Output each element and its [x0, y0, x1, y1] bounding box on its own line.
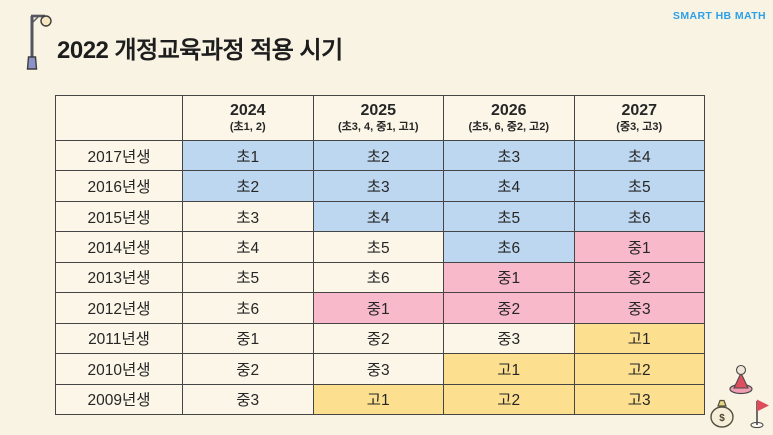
table-row: 2010년생 중2 중3 고1 고2 — [55, 353, 705, 385]
grade-cell: 초5 — [312, 231, 444, 263]
birth-year-label: 2010년생 — [55, 353, 183, 385]
table-row: 2011년생 중1 중2 중3 고1 — [55, 322, 705, 355]
birth-year-label: 2012년생 — [55, 292, 183, 324]
curriculum-table: 2024 (초1, 2) 2025 (초3, 4, 중1, 고1) 2026 (… — [55, 95, 705, 415]
grade-cell: 초5 — [443, 200, 575, 233]
column-year: 2025 — [360, 102, 397, 120]
table-row: 2012년생 초6 중1 중2 중3 — [55, 292, 705, 324]
money-bag-icon: $ — [710, 399, 734, 428]
grade-cell: 초3 — [182, 200, 314, 233]
table-row: 2009년생 중3 고1 고2 고3 — [55, 383, 705, 415]
corner-cell — [55, 95, 183, 141]
grade-cell: 중2 — [182, 353, 314, 385]
grade-cell: 초6 — [312, 261, 444, 294]
grade-cell: 초6 — [573, 200, 705, 233]
brand-logo: SMART HB MATH — [672, 10, 766, 22]
table-row: 2015년생 초3 초4 초5 초6 — [55, 200, 705, 233]
street-lamp-icon — [26, 14, 52, 70]
table-body: 2017년생 초1 초2 초3 초4 2016년생 초2 초3 초4 초5 2015년생 초3 초4 초5… — [55, 139, 705, 415]
grade-cell: 중2 — [573, 261, 705, 294]
grade-cell: 초2 — [182, 170, 314, 202]
grade-cell: 중3 — [573, 292, 705, 324]
birth-year-label: 2011년생 — [55, 322, 183, 355]
person-on-disc-icon — [729, 364, 753, 395]
table-row: 2013년생 초5 초6 중1 중2 — [55, 261, 705, 294]
birth-year-label: 2014년생 — [55, 231, 183, 263]
grade-cell: 중1 — [573, 231, 705, 263]
flag-icon — [750, 399, 769, 429]
grade-cell: 중3 — [312, 353, 444, 385]
grade-cell: 초4 — [312, 200, 444, 233]
grade-cell: 중1 — [182, 322, 314, 355]
grade-cell: 초5 — [573, 170, 705, 202]
grade-cell: 고1 — [312, 383, 444, 415]
grade-cell: 초3 — [443, 139, 575, 172]
column-header-2025: 2025 (초3, 4, 중1, 고1) — [312, 95, 444, 141]
grade-cell: 고1 — [443, 353, 575, 385]
birth-year-label: 2016년생 — [55, 170, 183, 202]
column-grades: (초5, 6, 중2, 고2) — [468, 120, 550, 133]
grade-cell: 고2 — [443, 383, 575, 415]
birth-year-label: 2009년생 — [55, 383, 183, 415]
table-row: 2014년생 초4 초5 초6 중1 — [55, 231, 705, 263]
grade-cell: 초1 — [182, 139, 314, 172]
grade-cell: 중3 — [443, 322, 575, 355]
grade-cell: 초4 — [573, 139, 705, 172]
grade-cell: 초6 — [182, 292, 314, 324]
column-grades: (중3, 고3) — [616, 120, 663, 133]
header-row: 2024 (초1, 2) 2025 (초3, 4, 중1, 고1) 2026 (… — [55, 95, 705, 141]
grade-cell: 중2 — [312, 322, 444, 355]
column-grades: (초3, 4, 중1, 고1) — [338, 120, 419, 133]
grade-cell: 초4 — [443, 170, 575, 202]
column-year: 2026 — [490, 102, 527, 120]
page-title: 2022 개정교육과정 적용 시기 — [57, 37, 343, 64]
grade-cell: 초5 — [182, 261, 314, 294]
grade-cell: 고2 — [573, 353, 705, 385]
grade-cell: 초3 — [312, 170, 444, 202]
grade-cell: 중2 — [443, 292, 575, 324]
grade-cell: 중1 — [312, 292, 444, 324]
column-grades: (초1, 2) — [229, 120, 266, 133]
grade-cell: 초6 — [443, 231, 575, 263]
column-year: 2024 — [229, 102, 266, 120]
corner-decoration: $ — [710, 364, 769, 429]
grade-cell: 중3 — [182, 383, 314, 415]
grade-cell: 고3 — [573, 383, 705, 415]
table-row: 2016년생 초2 초3 초4 초5 — [55, 170, 705, 202]
column-header-2026: 2026 (초5, 6, 중2, 고2) — [443, 95, 575, 141]
grade-cell: 고1 — [573, 322, 705, 355]
column-year: 2027 — [621, 102, 658, 120]
grade-cell: 중1 — [443, 261, 575, 294]
grade-cell: 초4 — [182, 231, 314, 263]
column-header-2027: 2027 (중3, 고3) — [573, 95, 705, 141]
birth-year-label: 2015년생 — [55, 200, 183, 233]
svg-text:$: $ — [719, 413, 725, 424]
birth-year-label: 2013년생 — [55, 261, 183, 294]
table-row: 2017년생 초1 초2 초3 초4 — [55, 139, 705, 172]
column-header-2024: 2024 (초1, 2) — [182, 95, 314, 141]
birth-year-label: 2017년생 — [55, 139, 183, 172]
grade-cell: 초2 — [312, 139, 444, 172]
